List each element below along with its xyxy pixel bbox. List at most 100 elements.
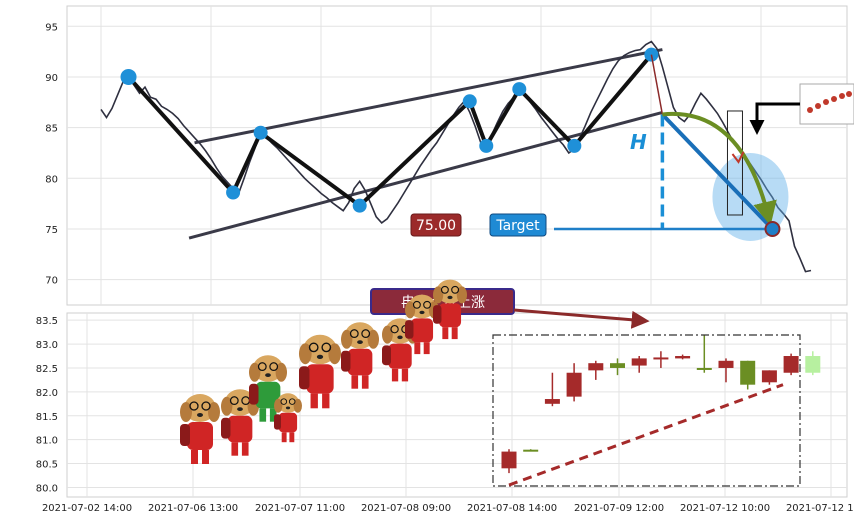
dog-ear: [208, 402, 220, 422]
top-y-ticks: 70 75 80 85 90 95: [45, 22, 58, 286]
dog-ear: [456, 286, 467, 304]
dog-glasses: [280, 398, 288, 405]
candle-body: [501, 451, 517, 469]
dog-backpack: [382, 345, 391, 366]
dog-leg: [269, 408, 277, 422]
dog-nose: [285, 406, 291, 410]
dog-body: [410, 318, 434, 343]
dog-leg: [310, 393, 318, 409]
target-point: [764, 220, 781, 237]
x-tick-label: 2021-07-12 10:00: [680, 503, 770, 514]
dog-backpack: [221, 417, 231, 439]
dog-head: [436, 279, 464, 304]
annotation-arrow: [513, 308, 650, 329]
dog-ear: [274, 398, 283, 413]
dog-icon: [341, 322, 379, 389]
dog-backpack: [274, 414, 281, 430]
dog-leg: [401, 368, 409, 382]
dog-glasses: [412, 300, 421, 309]
dog-icon: [405, 294, 439, 355]
pivot-marker: [253, 125, 268, 140]
candle-body: [631, 358, 647, 366]
dog-leg: [202, 450, 209, 464]
dog-glasses: [390, 325, 399, 334]
dog-body: [278, 412, 298, 433]
dog-leg: [391, 368, 399, 382]
x-tick-label: 2021-07-08 09:00: [361, 503, 451, 514]
dog-icon: [299, 334, 341, 409]
candle-body: [675, 356, 691, 359]
dog-icon: [180, 394, 220, 464]
candle-body: [653, 357, 669, 360]
dog-glasses: [321, 342, 332, 353]
x-tick-label: 2021-07-06 13:00: [148, 503, 238, 514]
dog-ear: [367, 329, 379, 349]
dog-leg: [231, 442, 239, 456]
dog-backpack: [299, 366, 310, 390]
top-y-tick-label: 90: [45, 73, 58, 84]
dog-glasses: [361, 329, 371, 339]
pivot-marker: [479, 138, 494, 153]
dog-leg: [259, 408, 267, 422]
pattern-segment: [127, 75, 235, 194]
bottom-y-tick-label: 81.0: [36, 436, 58, 447]
price-line: [100, 40, 812, 273]
top-panel-frame: [66, 5, 848, 306]
candle-trend-line: [508, 383, 784, 487]
dog-backpack: [249, 383, 259, 405]
dog-glasses: [440, 285, 449, 294]
top-y-tick-label: 80: [45, 174, 58, 185]
height-label: H: [630, 130, 647, 154]
dog-ear: [293, 398, 302, 413]
dog-nose: [265, 373, 271, 378]
bottom-y-tick-label: 80.5: [36, 460, 58, 471]
dog-body: [187, 422, 213, 450]
dog-leg: [281, 432, 287, 443]
dog-leg: [191, 450, 198, 464]
dog-glasses: [229, 396, 239, 406]
dog-leg: [414, 342, 421, 355]
check-mark: [731, 151, 745, 164]
target-box-frame: [726, 110, 743, 216]
pattern-segment: [231, 131, 263, 194]
projection-group: [554, 54, 789, 241]
dog-ear: [433, 286, 444, 304]
dog-nose: [357, 340, 363, 345]
zoom-box: [492, 334, 801, 487]
dog-head: [408, 294, 436, 319]
pattern-segment: [467, 100, 489, 147]
pattern-segment: [572, 53, 653, 148]
dog-leg: [322, 393, 330, 409]
dog-body: [388, 343, 412, 369]
legend-pointer: [749, 102, 800, 135]
value-box: 75.00: [410, 213, 462, 237]
legend-box: [799, 83, 854, 125]
dog-ear: [275, 362, 287, 382]
dog-nose: [397, 335, 403, 340]
candle-body: [610, 363, 625, 368]
dog-ear: [180, 402, 192, 422]
pivot-marker: [462, 94, 477, 109]
x-tick-label: 2021-07-02 14:00: [42, 503, 132, 514]
dog-head: [344, 322, 376, 349]
dog-body: [438, 303, 462, 328]
candle-body: [566, 372, 582, 397]
top-y-tick-label: 75: [45, 225, 58, 236]
dog-leg: [442, 327, 449, 340]
dog-ear: [405, 301, 416, 319]
dog-leg: [451, 327, 458, 340]
x-tick-label: 2021-07-09 12:00: [574, 503, 664, 514]
x-tick-label: 2021-07-08 14:00: [467, 503, 557, 514]
dog-backpack: [180, 424, 190, 446]
candlestick-series: [501, 334, 821, 474]
dog-glasses: [189, 401, 199, 411]
bottom-y-tick-label: 82.0: [36, 388, 58, 399]
bottom-y-tick-label: 83.5: [36, 316, 58, 327]
pattern-segment: [259, 131, 361, 208]
dog-icon: [221, 389, 259, 456]
pivot-marker: [226, 185, 241, 200]
candle-body: [761, 370, 777, 383]
target-box: Target: [489, 213, 547, 237]
candle-body: [740, 360, 756, 385]
candle-body: [805, 356, 821, 373]
